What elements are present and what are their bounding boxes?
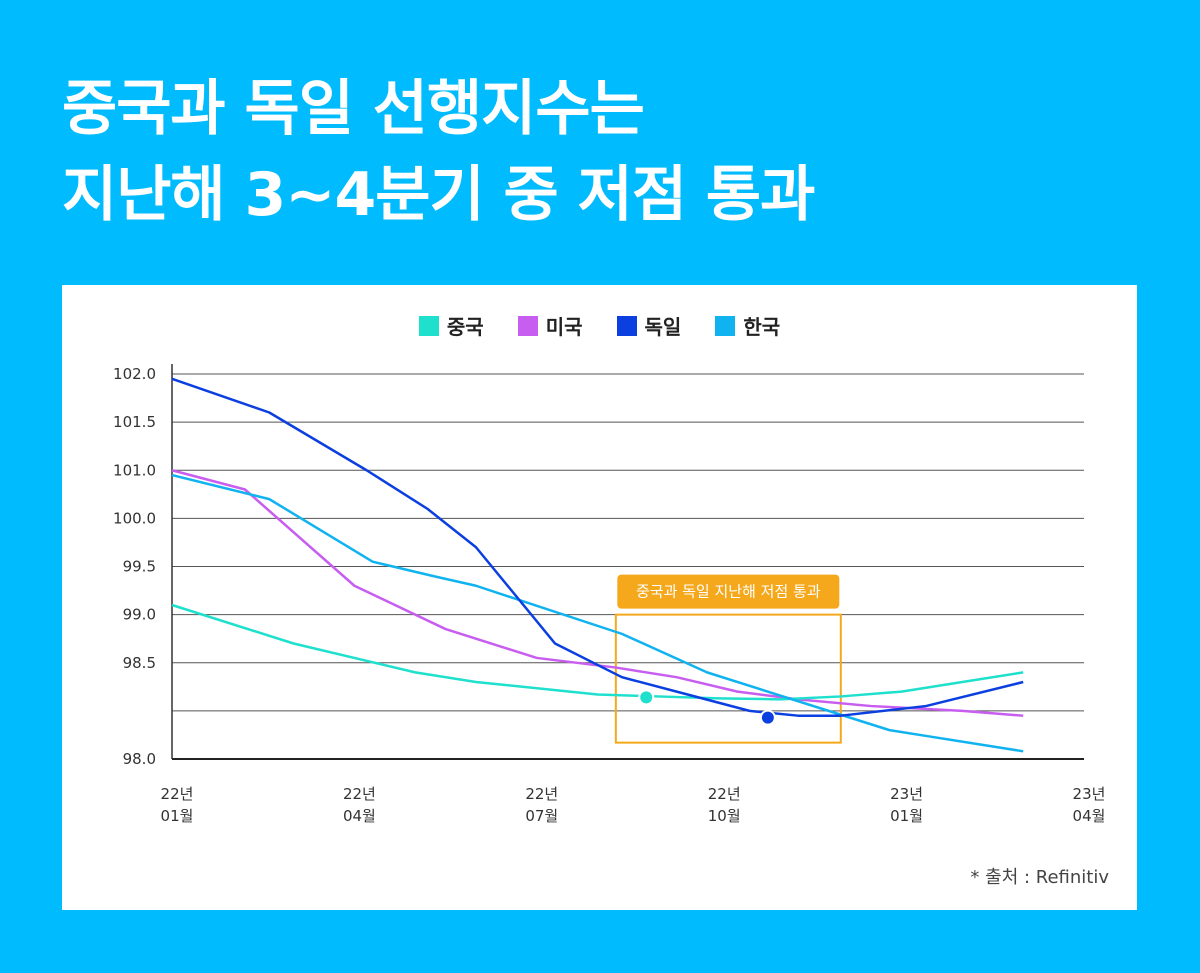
chart-card: 중국 미국 독일 한국 102.0 101.5 101.0 100.0 99.5 99.0…: [62, 285, 1137, 910]
x-tick-label-year: 23년: [1073, 785, 1106, 803]
legend-item-germany: 독일: [616, 311, 682, 340]
x-tick-label-month: 04월: [1073, 807, 1106, 825]
source-note: * 출처 : Refinitiv: [970, 867, 1109, 888]
x-tick-label-month: 01월: [890, 807, 923, 825]
x-tick-label-month: 04월: [343, 807, 376, 825]
legend-label-china: 중국: [446, 315, 484, 339]
x-tick-label-year: 22년: [525, 785, 558, 803]
y-tick-label: 101.0: [113, 461, 156, 479]
y-tick-label: 98.5: [123, 654, 156, 672]
legend-item-usa: 미국: [517, 311, 583, 340]
line-chart: 102.0 101.5 101.0 100.0 99.5 99.0 98.5 98.0 22년 0…: [113, 364, 1106, 825]
series-line-3: [171, 473, 1024, 753]
legend-swatch-usa: [517, 315, 538, 336]
legend-label-germany: 독일: [644, 315, 682, 339]
series-line-0: [171, 603, 1024, 701]
y-tick-label: 99.0: [123, 606, 156, 624]
legend-label-usa: 미국: [545, 315, 583, 339]
title-line-1: 중국과 독일 선행지수는: [62, 74, 645, 144]
series-line-2: [171, 377, 1024, 717]
annotation-label: 중국과 독일 지난해 저점 통과: [636, 583, 821, 601]
title-line-2: 지난해 3~4분기 중 저점 통과: [62, 160, 815, 230]
legend-item-korea: 한국: [715, 311, 780, 340]
x-tick-label-month: 10월: [708, 807, 741, 825]
chart-legend: 중국 미국 독일 한국: [62, 311, 1137, 340]
y-tick-label: 101.5: [113, 413, 156, 431]
legend-swatch-china: [418, 315, 439, 336]
trough-marker: [638, 689, 655, 706]
legend-swatch-korea: [715, 315, 736, 336]
x-tick-label-year: 22년: [161, 785, 194, 803]
y-tick-label: 99.5: [123, 558, 156, 576]
x-tick-label-month: 07월: [525, 807, 558, 825]
x-tick-label-year: 23년: [890, 785, 923, 803]
y-tick-label: 98.0: [123, 750, 156, 768]
legend-swatch-germany: [616, 315, 637, 336]
y-tick-label: 102.0: [113, 365, 156, 383]
page-title: 중국과 독일 선행지수는 지난해 3~4분기 중 저점 통과: [62, 66, 815, 238]
x-tick-label-year: 22년: [343, 785, 376, 803]
legend-item-china: 중국: [418, 311, 484, 340]
x-tick-label-year: 22년: [708, 785, 741, 803]
y-tick-label: 100.0: [113, 509, 156, 527]
annotation-box: [614, 613, 842, 744]
x-tick-label-month: 01월: [161, 807, 194, 825]
trough-marker: [759, 709, 776, 726]
annotation-label-bg: [617, 574, 840, 609]
legend-label-korea: 한국: [743, 315, 781, 339]
series-line-1: [171, 469, 1024, 717]
